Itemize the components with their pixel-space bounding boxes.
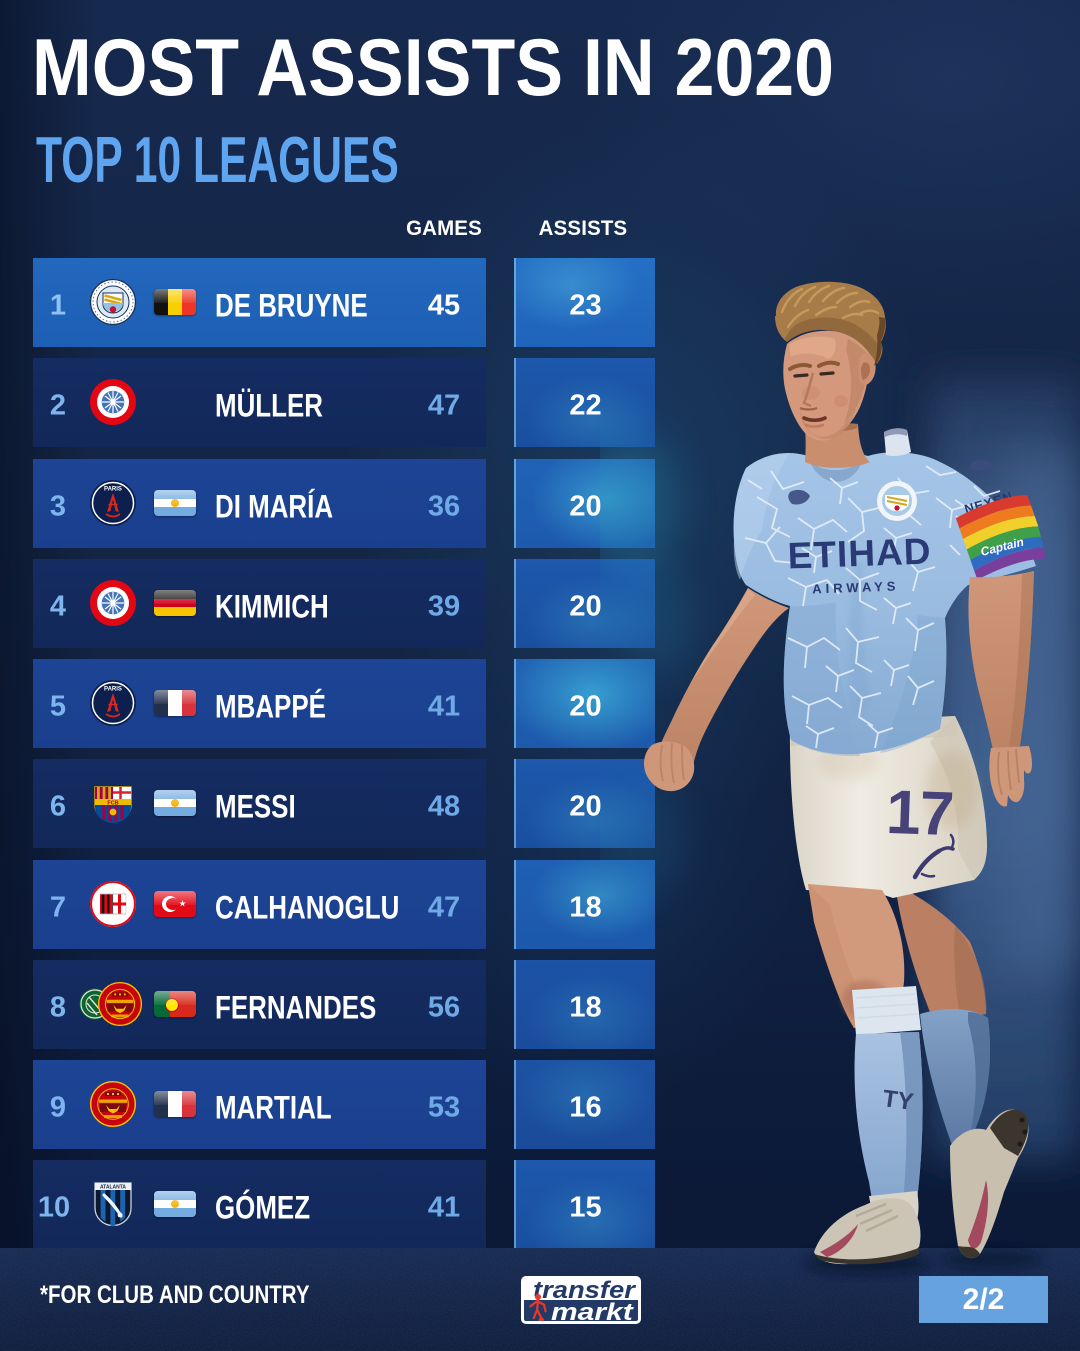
svg-text:AIRWAYS: AIRWAYS [812, 578, 900, 596]
svg-text:FCB: FCB [107, 800, 118, 806]
svg-text:ATALANTA: ATALANTA [100, 1185, 126, 1191]
svg-text:ETIHAD: ETIHAD [787, 531, 932, 577]
svg-text:17: 17 [885, 778, 954, 849]
svg-text:PARIS: PARIS [104, 487, 122, 493]
svg-text:PARIS: PARIS [104, 687, 122, 693]
svg-text:TY: TY [881, 1085, 915, 1116]
